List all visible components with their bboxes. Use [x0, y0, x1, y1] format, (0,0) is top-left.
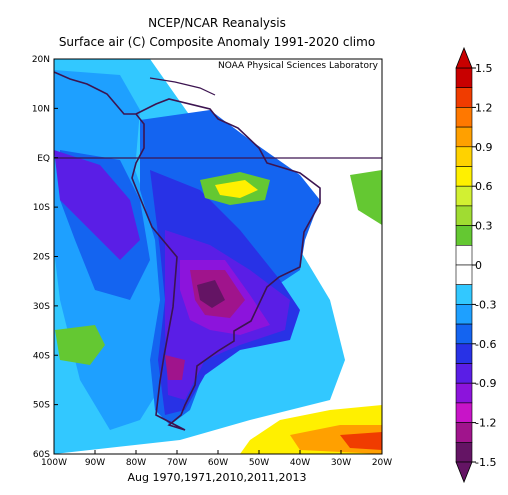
colorbar-label: 0 — [475, 259, 482, 272]
colorbar-label: 1.2 — [475, 101, 493, 114]
colorbar-label: -1.2 — [475, 417, 496, 430]
colorbar-label: -0.6 — [475, 338, 496, 351]
lat-label: 50S — [33, 401, 50, 411]
colorbar-bin — [455, 107, 473, 128]
colorbar-over — [455, 46, 473, 69]
colorbar-bin — [455, 264, 473, 286]
credit: NOAA Physical Sciences Laboratory — [218, 61, 379, 71]
colorbar-bin — [455, 382, 473, 404]
lat-label: 30S — [33, 302, 50, 312]
colorbar-bin — [455, 304, 473, 325]
colorbar-bin — [455, 245, 473, 266]
lon-label: 20W — [372, 458, 392, 468]
lon-label: 90W — [85, 458, 105, 468]
lon-label: 70W — [167, 458, 187, 468]
colorbar-bin — [455, 87, 473, 108]
colorbar-bin — [455, 126, 473, 148]
colorbar-label: -0.9 — [475, 377, 496, 390]
lat-label: 40S — [33, 351, 50, 361]
footer: Aug 1970,1971,2010,2011,2013 — [128, 471, 307, 484]
colorbar-bin — [455, 205, 473, 226]
lat-label: 10N — [32, 104, 50, 114]
lon-label: 50W — [249, 458, 269, 468]
lat-label: 60S — [33, 450, 50, 460]
lon-label: 100W — [41, 458, 67, 468]
colorbar-bin — [455, 363, 473, 384]
title: NCEP/NCAR Reanalysis — [148, 16, 286, 30]
colorbar-bin — [455, 225, 473, 246]
lon-label: 60W — [208, 458, 228, 468]
lat-label: 20N — [32, 55, 50, 65]
lon-label: 80W — [126, 458, 146, 468]
colorbar-bin — [455, 441, 473, 463]
colorbar-bin — [455, 422, 473, 443]
anomaly-field — [54, 59, 382, 454]
colorbar-under — [455, 461, 473, 484]
colorbar-bin — [455, 402, 473, 423]
colorbar-bin — [455, 166, 473, 187]
colorbar-bin — [455, 185, 473, 207]
colorbar-label: 1.5 — [475, 62, 493, 75]
colorbar-label: 0.6 — [475, 180, 493, 193]
lon-label: 30W — [331, 458, 351, 468]
subtitle: Surface air (C) Composite Anomaly 1991-2… — [59, 35, 375, 49]
colorbar-bin — [455, 146, 473, 167]
colorbar-label: 0.9 — [475, 141, 493, 154]
lon-label: 40W — [290, 458, 310, 468]
colorbar-label: 0.3 — [475, 220, 493, 233]
lat-label: 10S — [33, 203, 50, 213]
lat-label: 20S — [33, 253, 50, 263]
colorbar-bin — [455, 284, 473, 305]
colorbar-bin — [455, 323, 473, 345]
colorbar-label: -1.5 — [475, 456, 496, 469]
colorbar-bin — [455, 67, 473, 89]
colorbar-label: -0.3 — [475, 298, 496, 311]
lat-label: EQ — [37, 154, 50, 164]
colorbar-bin — [455, 343, 473, 364]
